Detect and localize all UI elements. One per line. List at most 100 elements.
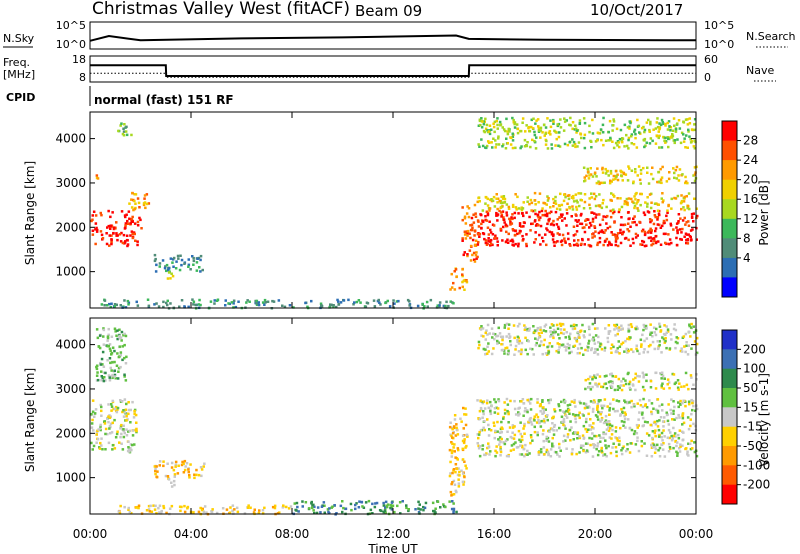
data-cell — [113, 375, 117, 378]
data-cell — [549, 335, 552, 338]
data-cell — [476, 433, 479, 436]
data-cell — [596, 243, 599, 247]
data-cell — [102, 365, 106, 368]
data-cell — [496, 207, 499, 211]
data-cell — [546, 228, 549, 232]
data-cell — [510, 444, 514, 447]
data-cell — [94, 222, 98, 225]
data-cell — [509, 449, 513, 452]
data-cell — [520, 208, 524, 212]
data-cell — [648, 142, 652, 145]
data-cell — [669, 224, 673, 227]
data-cell — [558, 145, 562, 148]
data-cell — [626, 202, 629, 205]
data-cell — [666, 436, 670, 439]
data-cell — [502, 441, 505, 444]
data-cell — [509, 340, 512, 343]
data-cell — [622, 377, 625, 381]
data-cell — [669, 431, 672, 434]
data-cell — [689, 335, 692, 338]
data-cell — [495, 197, 498, 200]
data-cell — [526, 141, 529, 144]
data-cell — [693, 147, 697, 150]
nave-tick-bottom: 0 — [704, 71, 711, 84]
data-cell — [668, 347, 672, 350]
data-cell — [264, 301, 267, 304]
data-cell — [361, 505, 364, 508]
data-cell — [693, 197, 696, 200]
data-cell — [614, 169, 618, 173]
data-cell — [568, 428, 572, 432]
data-cell — [122, 409, 125, 412]
data-cell — [636, 436, 639, 439]
data-cell — [478, 145, 481, 148]
data-cell — [172, 265, 175, 268]
data-cell — [641, 243, 644, 246]
data-cell — [126, 243, 130, 246]
data-cell — [502, 415, 505, 419]
data-cell — [591, 236, 594, 239]
data-cell — [495, 119, 498, 123]
data-cell — [554, 199, 557, 203]
data-cell — [659, 243, 663, 246]
data-cell — [485, 329, 488, 332]
data-cell — [471, 226, 474, 229]
data-cell — [129, 421, 132, 424]
data-cell — [598, 205, 602, 208]
data-cell — [674, 328, 678, 332]
data-cell — [640, 343, 643, 346]
data-cell — [106, 304, 109, 307]
data-cell — [653, 445, 657, 448]
data-cell — [625, 197, 629, 201]
data-cell — [672, 446, 675, 450]
data-cell — [483, 130, 487, 134]
data-cell — [646, 205, 649, 208]
data-cell — [596, 418, 600, 421]
data-cell — [513, 336, 516, 340]
data-cell — [687, 233, 690, 236]
data-cell — [507, 421, 510, 424]
data-cell — [386, 299, 389, 303]
data-cell — [477, 444, 480, 448]
data-cell — [465, 212, 469, 215]
data-cell — [529, 434, 533, 437]
data-cell — [352, 303, 355, 306]
data-cell — [627, 211, 630, 214]
data-cell — [609, 373, 612, 376]
data-cell — [636, 402, 639, 405]
data-cell — [133, 443, 136, 446]
data-cell — [508, 218, 512, 222]
data-cell — [316, 506, 320, 509]
data-cell — [533, 419, 536, 422]
data-cell — [676, 229, 679, 232]
data-cell — [114, 377, 117, 380]
data-cell — [127, 506, 130, 510]
data-cell — [657, 428, 661, 432]
data-cell — [607, 139, 610, 142]
data-cell — [124, 215, 127, 219]
data-cell — [431, 501, 435, 505]
data-cell — [497, 438, 500, 441]
data-cell — [643, 130, 646, 134]
data-cell — [131, 434, 135, 437]
data-cell — [644, 404, 647, 407]
data-cell — [454, 463, 458, 466]
data-cell — [612, 208, 615, 211]
data-cell — [536, 118, 540, 121]
data-cell — [664, 339, 667, 343]
data-cell — [604, 139, 608, 142]
data-cell — [172, 256, 176, 260]
data-cell — [692, 325, 695, 328]
data-cell — [596, 167, 599, 170]
data-cell — [592, 336, 595, 339]
data-cell — [636, 234, 639, 237]
data-cell — [669, 408, 672, 412]
data-cell — [450, 451, 454, 455]
data-cell — [123, 123, 126, 126]
data-cell — [597, 341, 600, 344]
data-cell — [202, 465, 205, 468]
data-cell — [295, 501, 299, 505]
data-cell — [676, 451, 679, 455]
data-cell — [572, 225, 576, 228]
data-cell — [684, 223, 687, 226]
